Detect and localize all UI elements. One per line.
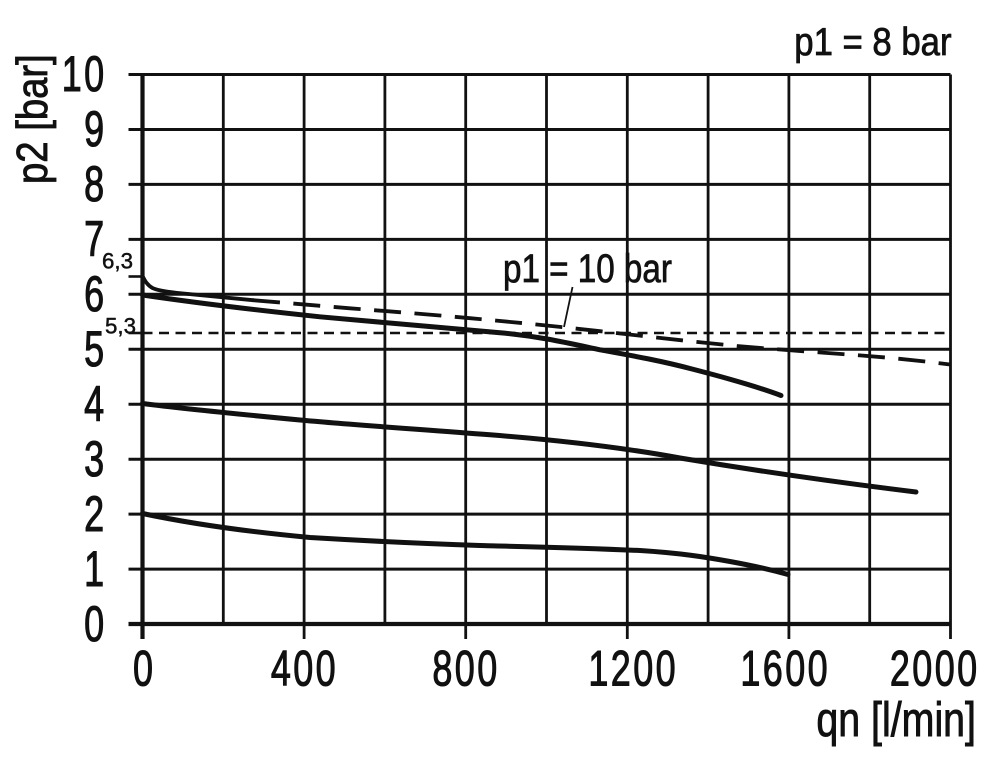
svg-text:5,3: 5,3 (105, 314, 136, 339)
svg-text:9: 9 (84, 102, 106, 157)
svg-text:8: 8 (84, 157, 106, 212)
svg-text:10: 10 (62, 47, 107, 102)
svg-text:1200: 1200 (588, 642, 678, 697)
svg-text:400: 400 (271, 642, 338, 697)
svg-text:qn [l/min]: qn [l/min] (816, 693, 976, 747)
svg-text:1600: 1600 (740, 642, 830, 697)
svg-text:4: 4 (84, 377, 106, 432)
svg-text:0: 0 (84, 597, 106, 652)
svg-text:7: 7 (84, 212, 106, 267)
svg-text:0: 0 (133, 642, 155, 697)
svg-text:2: 2 (84, 487, 106, 542)
svg-text:6: 6 (84, 267, 106, 322)
svg-text:800: 800 (432, 642, 499, 697)
svg-text:1: 1 (84, 542, 106, 597)
svg-text:p1 = 8 bar: p1 = 8 bar (794, 20, 951, 63)
svg-text:6,3: 6,3 (102, 249, 133, 274)
svg-text:5: 5 (84, 322, 106, 377)
svg-text:p2 [bar]: p2 [bar] (7, 54, 56, 184)
svg-text:p1 = 10 bar: p1 = 10 bar (503, 246, 672, 291)
svg-text:2000: 2000 (890, 642, 980, 697)
svg-text:3: 3 (84, 432, 106, 487)
